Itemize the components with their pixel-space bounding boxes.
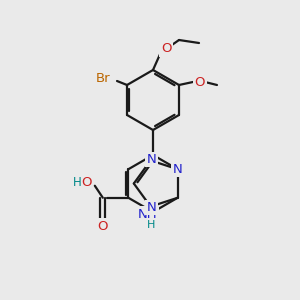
Text: NH: NH: [138, 208, 158, 220]
Text: N: N: [147, 153, 157, 166]
Text: N: N: [173, 163, 183, 176]
Text: O: O: [82, 176, 92, 189]
Text: N: N: [147, 201, 157, 214]
Text: H: H: [147, 220, 155, 230]
Text: H: H: [72, 176, 81, 189]
Text: N: N: [175, 161, 184, 174]
Text: O: O: [161, 43, 171, 56]
Text: O: O: [195, 76, 205, 88]
Text: O: O: [98, 220, 108, 233]
Text: Br: Br: [96, 73, 110, 85]
